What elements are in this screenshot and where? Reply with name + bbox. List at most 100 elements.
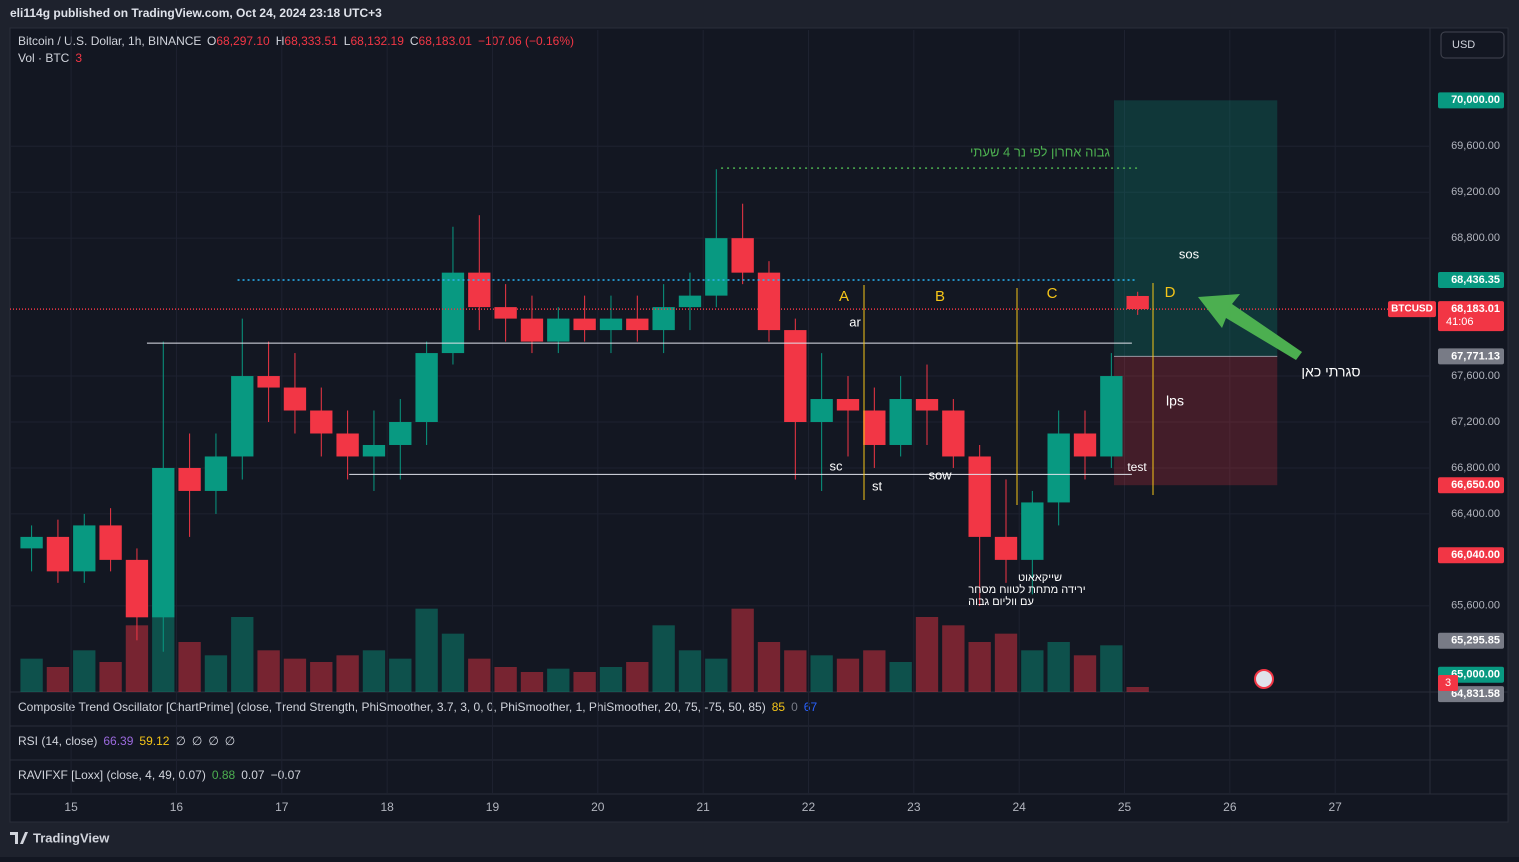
annotation: ירידה מתחת לטווח מסחר [968,583,1085,596]
stop-zone [1113,356,1278,486]
volume-bar [731,608,754,692]
price-badge-label: 65,295.85 [1451,635,1500,647]
indicator-value: 59.12 [139,734,169,748]
candle-body [283,387,307,411]
y-tick-label: 66,400.00 [1451,508,1500,520]
price-badge [1438,547,1504,564]
volume-bar [257,650,280,692]
volume-bar [494,667,517,692]
x-tick-label: 26 [1223,800,1237,814]
volume-bar [705,658,728,692]
candle-body [73,525,96,572]
annotation: test [1127,460,1147,474]
annotation: ar [849,314,861,329]
arrow [1198,294,1302,360]
candle-body [731,238,754,273]
annotation: sc [830,458,844,473]
candle-body [547,318,570,342]
x-tick-label: 16 [170,800,184,814]
ohlc: −107.06 (−0.16%) [478,34,574,48]
volume-name: Vol · BTC [18,51,70,65]
indicator-value: 67 [804,700,818,714]
publisher: eli114g published on TradingView.com, Oc… [10,6,382,20]
volume-bar [599,667,623,692]
brand: TradingView [10,830,110,845]
volume-bar [1021,650,1044,692]
symbol-tag-label: BTCUSD [1391,304,1433,315]
volume-bar [441,633,465,692]
volume-bar [915,617,939,692]
candle-body [20,536,43,549]
x-tick-label: 21 [696,800,710,814]
x-tick-label: 19 [486,800,500,814]
candle-body [1100,376,1123,457]
indicator-value: 0 [791,700,798,714]
price-badge-label: 67,771.13 [1451,350,1500,362]
price-badge [1438,477,1504,494]
price-badge-label: 64,831.58 [1451,688,1500,700]
volume-bar [994,633,1018,692]
indicator-value: 66.39 [103,734,133,748]
volume-bar [520,672,544,692]
volume-bar [810,655,833,692]
annotation: D [1165,284,1176,301]
x-tick-label: 15 [64,800,78,814]
x-tick-label: 18 [380,800,394,814]
candle-body [968,456,991,537]
indicator-name: Composite Trend Oscillator [ChartPrime] … [18,700,766,714]
annotation: B [935,288,945,305]
candle-body [573,318,596,331]
y-tick-label: 69,600.00 [1451,140,1500,152]
candle-body [257,376,280,388]
ohlc: O [207,34,216,48]
annotation: C [1047,285,1058,302]
price-badge-label: 68,183.01 [1451,303,1500,315]
price-badge-label: 66,040.00 [1451,549,1500,561]
candle-body [1126,295,1149,310]
brand-logo [10,832,28,844]
chart-frame [9,27,1509,823]
price-badge-label: 68,436.35 [1451,274,1500,286]
brand-name: TradingView [33,830,110,845]
annotation: סגרתי כאן [1301,364,1360,380]
price-badge [1438,271,1504,288]
price-badge [1438,348,1504,365]
candle-body [310,410,333,434]
candle-body [678,295,702,308]
volume-bar [942,625,965,692]
ohlc: C [410,34,419,48]
indicator-legends: Composite Trend Oscillator [ChartPrime] … [18,700,817,782]
volume-bar [889,662,912,692]
candle-body [99,525,122,560]
volume-bar [20,658,43,692]
ohlc: 68,297.10 [216,34,270,48]
annotation: עם ווליום גבוה [968,595,1034,608]
price-badge-label: 70,000.00 [1451,94,1500,106]
candle-body [626,318,649,331]
volume-bar [468,658,491,692]
volume-bar [415,608,438,692]
candle-body [705,238,728,296]
volume-bar [784,650,807,692]
event-flag[interactable] [1254,669,1274,689]
plot [10,30,1430,794]
annotation: sos [1179,246,1200,261]
annotation: st [872,478,883,493]
candle-body [915,399,939,411]
x-tick-label: 20 [591,800,605,814]
symbol: Bitcoin / U.S. Dollar, 1h, BINANCE [18,34,201,48]
axes: 65,600.00 66,400.00 66,800.00 67,200.00 67,6… [64,92,1504,814]
volume-bar [547,668,570,692]
candle-body [178,467,201,491]
candle-body [1021,502,1044,560]
currency[interactable]: USD [1452,39,1475,51]
y-tick-label: 67,200.00 [1451,416,1500,428]
candle-body [415,353,438,423]
currency-button[interactable] [1440,31,1505,59]
volume-badge-label: 3 [1445,677,1451,689]
ohlc: 68,183.01 [419,34,473,48]
volume-bar [362,650,386,692]
candle-body [863,410,886,445]
x-tick-label: 23 [907,800,921,814]
